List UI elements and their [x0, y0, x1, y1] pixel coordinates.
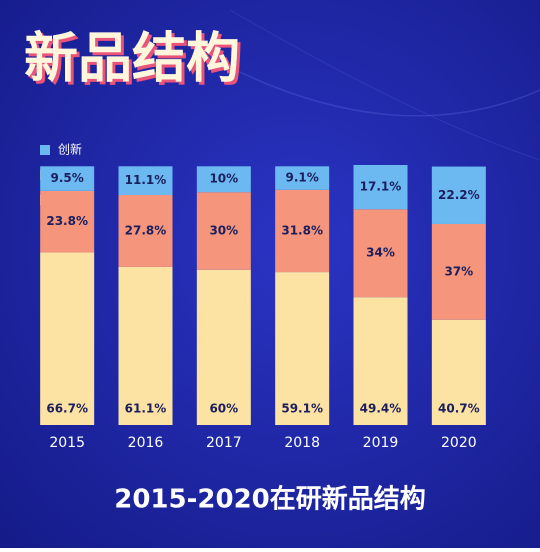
- data-label: 49.4%: [360, 402, 402, 416]
- bar-segment: [40, 166, 95, 191]
- bar-segment: [196, 166, 251, 193]
- data-label: 30%: [209, 223, 238, 237]
- data-label: 9.5%: [51, 171, 84, 185]
- legend-swatch: [40, 145, 50, 155]
- decor-arc: [179, 39, 540, 117]
- data-label: 17.1%: [360, 180, 402, 194]
- bar-segment: [40, 190, 95, 253]
- bar-segment: [353, 297, 408, 425]
- data-label: 23.8%: [46, 214, 88, 228]
- bar-segment: [196, 192, 251, 270]
- bar-segment: [431, 319, 486, 425]
- bar-segment: [196, 269, 251, 425]
- data-label: 60%: [209, 402, 238, 416]
- data-label: 66.7%: [46, 402, 88, 416]
- x-tick-label: 2018: [284, 435, 320, 451]
- bar-segment: [353, 209, 408, 298]
- bar-segment: [118, 195, 173, 267]
- data-label: 37%: [444, 264, 473, 278]
- chart-title: 新品结构: [24, 27, 240, 90]
- data-label: 27.8%: [125, 223, 167, 237]
- data-label: 31.8%: [281, 223, 323, 237]
- bar-segment: [353, 165, 408, 210]
- bar-segment: [431, 223, 486, 320]
- bar-segment: [40, 252, 95, 425]
- bar-segment: [275, 272, 330, 425]
- x-tick-label: 2015: [49, 435, 85, 451]
- bar-segment: [275, 166, 330, 190]
- data-label: 9.1%: [286, 171, 319, 185]
- data-label: 61.1%: [125, 402, 167, 416]
- decor-arc: [229, 9, 540, 161]
- data-label: 40.7%: [438, 402, 480, 416]
- bar-segment: [118, 166, 173, 196]
- chart-subtitle: 2015-2020在研新品结构: [114, 484, 426, 515]
- bar-segment: [431, 166, 486, 224]
- bar-segment: [118, 266, 173, 425]
- data-label: 59.1%: [281, 402, 323, 416]
- bar-segment: [275, 189, 330, 273]
- x-tick-label: 2019: [363, 435, 399, 451]
- data-label: 34%: [366, 246, 395, 260]
- x-tick-label: 2020: [441, 435, 477, 451]
- x-tick-label: 2016: [128, 435, 164, 451]
- data-label: 22.2%: [438, 188, 480, 202]
- chart-title-shadow: 新品结构: [27, 30, 243, 93]
- data-label: 11.1%: [125, 173, 167, 187]
- x-tick-label: 2017: [206, 435, 242, 451]
- data-label: 10%: [209, 172, 238, 186]
- legend-label: 创新: [58, 142, 82, 157]
